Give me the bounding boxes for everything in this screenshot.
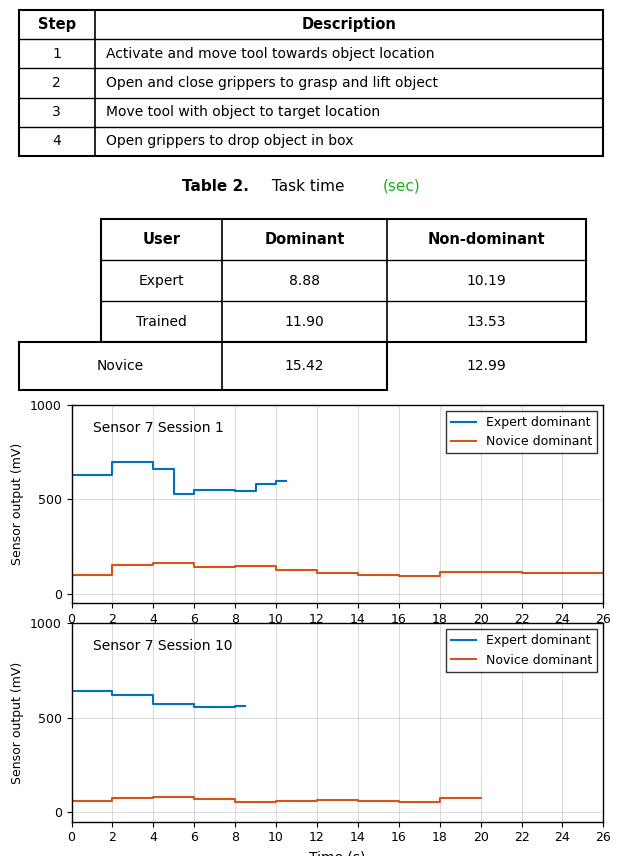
Text: User: User <box>142 232 180 247</box>
Text: 12.99: 12.99 <box>466 360 506 373</box>
Text: Dominant: Dominant <box>264 232 345 247</box>
X-axis label: Time (s): Time (s) <box>309 850 366 856</box>
Y-axis label: Sensor output (mV): Sensor output (mV) <box>11 662 24 783</box>
X-axis label: Time (s): Time (s) <box>309 632 366 645</box>
Text: Open and close grippers to grasp and lift object: Open and close grippers to grasp and lif… <box>106 76 439 90</box>
Text: Open grippers to drop object in box: Open grippers to drop object in box <box>106 134 354 148</box>
Text: 15.42: 15.42 <box>285 360 324 373</box>
Text: Sensor 7 Session 1: Sensor 7 Session 1 <box>93 421 223 435</box>
Text: 1: 1 <box>52 47 61 61</box>
Text: Expert: Expert <box>138 274 184 288</box>
Legend: Expert dominant, Novice dominant: Expert dominant, Novice dominant <box>446 629 597 672</box>
Y-axis label: Sensor output (mV): Sensor output (mV) <box>11 443 24 565</box>
Text: (sec): (sec) <box>383 179 420 193</box>
Legend: Expert dominant, Novice dominant: Expert dominant, Novice dominant <box>446 411 597 454</box>
Text: 2: 2 <box>52 76 61 90</box>
Text: Table 2.: Table 2. <box>182 179 249 193</box>
Text: 11.90: 11.90 <box>284 315 324 329</box>
Text: Task time: Task time <box>267 179 349 193</box>
Bar <box>101 219 586 342</box>
Text: Step: Step <box>37 17 76 33</box>
Text: Trained: Trained <box>136 315 187 329</box>
Text: Move tool with object to target location: Move tool with object to target location <box>106 105 381 119</box>
Text: 3: 3 <box>52 105 61 119</box>
Text: 4: 4 <box>52 134 61 148</box>
Text: Description: Description <box>302 17 396 33</box>
Text: Activate and move tool towards object location: Activate and move tool towards object lo… <box>106 47 435 61</box>
Text: Sensor 7 Session 10: Sensor 7 Session 10 <box>93 639 232 653</box>
Bar <box>19 342 387 390</box>
Text: Novice: Novice <box>96 360 144 373</box>
Text: 8.88: 8.88 <box>289 274 320 288</box>
Text: 10.19: 10.19 <box>466 274 506 288</box>
Text: 13.53: 13.53 <box>466 315 506 329</box>
Text: Non-dominant: Non-dominant <box>427 232 545 247</box>
